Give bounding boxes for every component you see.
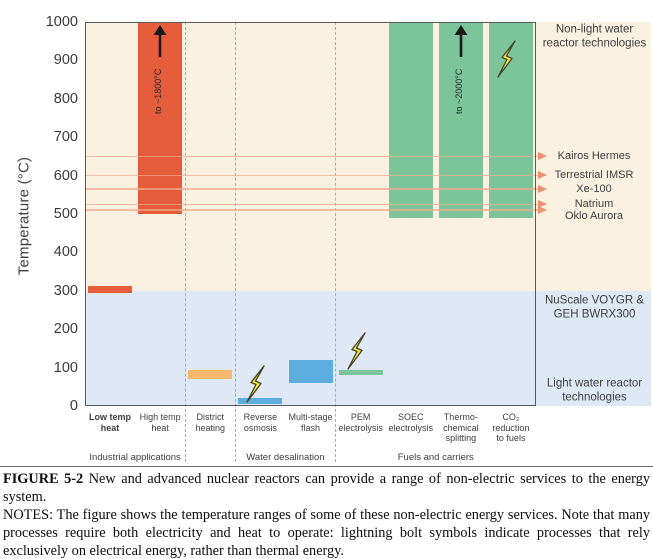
bar-soec-electrolysis xyxy=(388,22,433,218)
x-category-label-co-reduction-to-fuels: CO₂ reduction to fuels xyxy=(492,412,530,443)
reactor-line-arrowhead xyxy=(538,184,547,193)
y-axis-label: Temperature (°C) xyxy=(15,156,33,276)
reactor-line-arrowhead xyxy=(538,205,547,214)
caption-text: New and advanced nuclear reactors can pr… xyxy=(3,471,650,505)
x-category-label-high-temp-heat: High temp heat xyxy=(139,412,181,433)
bar-multi-stage-flash xyxy=(288,359,333,383)
caption-figure-label: FIGURE 5-2 xyxy=(3,471,84,487)
reactor-label-natrium: Natrium xyxy=(574,197,614,210)
bar-reverse-osmosis xyxy=(238,398,283,405)
x-category-label-soec-electrolysis: SOEC electrolysis xyxy=(388,412,433,433)
x-category-label-thermo-chemical-splitting: Thermo- chemical splitting xyxy=(443,412,479,443)
y-tick-label: 0 xyxy=(69,398,78,414)
region-label-non-light-water-reactor-technologies: Non-light water reactor technologies xyxy=(542,23,647,50)
reactor-line-oklo-aurora xyxy=(85,209,538,211)
y-tick-label: 200 xyxy=(53,321,78,338)
x-category-label-district-heating: District heating xyxy=(195,412,226,433)
bar-low-temp-heat xyxy=(88,285,133,293)
group-separator xyxy=(335,22,337,462)
lightning-bolt-icon xyxy=(245,365,267,403)
region-label-light-water-reactor-technologies: Light water reactor technologies xyxy=(546,377,643,404)
figure-caption: FIGURE 5-2 New and advanced nuclear reac… xyxy=(3,470,650,559)
x-category-label-reverse-osmosis: Reverse osmosis xyxy=(243,412,278,433)
reactor-line-arrowhead xyxy=(538,171,547,180)
reactor-line-terrestrial-imsr xyxy=(85,174,538,177)
caption-title-line: FIGURE 5-2 New and advanced nuclear reac… xyxy=(3,470,650,506)
bar-co-reduction-to-fuels xyxy=(488,22,533,218)
up-arrow-icon xyxy=(454,25,468,57)
bar-pem-electrolysis xyxy=(338,369,383,376)
x-category-label-multi-stage-flash: Multi-stage flash xyxy=(288,412,333,433)
reactor-line-arrowhead xyxy=(538,151,547,160)
y-tick-label: 900 xyxy=(53,52,78,69)
lightning-bolt-icon xyxy=(346,332,368,370)
caption-notes: NOTES: The figure shows the temperature … xyxy=(3,507,650,559)
up-arrow-icon xyxy=(153,25,167,57)
reactor-label-kairos-hermes: Kairos Hermes xyxy=(557,149,631,162)
y-tick-label: 500 xyxy=(53,206,78,222)
band-light-water-reactor-technologies xyxy=(85,290,651,406)
plot-border xyxy=(85,22,536,406)
y-tick-label: 700 xyxy=(53,129,78,146)
y-tick-label: 400 xyxy=(53,244,78,261)
x-category-label-pem-electrolysis: PEM electrolysis xyxy=(338,412,383,433)
y-tick-label: 1000 xyxy=(45,14,78,30)
y-tick-label: 100 xyxy=(53,359,78,376)
reactor-label-oklo-aurora: Oklo Aurora xyxy=(564,210,624,223)
group-separator xyxy=(234,22,236,462)
reactor-line-arrowhead xyxy=(538,199,547,208)
region-label-nuscale-voygr-geh-bwrx300: NuScale VOYGR & GEH BWRX300 xyxy=(544,294,645,321)
y-tick-label: 300 xyxy=(53,282,78,299)
x-category-label-low-temp-heat: Low temp heat xyxy=(89,412,132,433)
reactor-label-xe-100: Xe-100 xyxy=(576,182,612,195)
reactor-label-terrestrial-imsr: Terrestrial IMSR xyxy=(554,169,634,182)
lightning-bolt-icon xyxy=(496,40,518,79)
reactor-line-natrium xyxy=(85,203,538,206)
group-label-water-desalination: Water desalination xyxy=(246,452,325,463)
figure-divider xyxy=(0,466,653,467)
reactor-line-xe-100 xyxy=(85,188,538,190)
group-separator xyxy=(184,22,186,462)
bar-district-heating xyxy=(188,369,233,380)
y-tick-label: 600 xyxy=(53,167,78,184)
group-label-fuels-and-carriers: Fuels and carriers xyxy=(397,452,474,463)
y-tick-label: 800 xyxy=(53,90,78,107)
group-label-industrial-applications: Industrial applications xyxy=(89,452,181,463)
reactor-line-kairos-hermes xyxy=(85,155,538,158)
